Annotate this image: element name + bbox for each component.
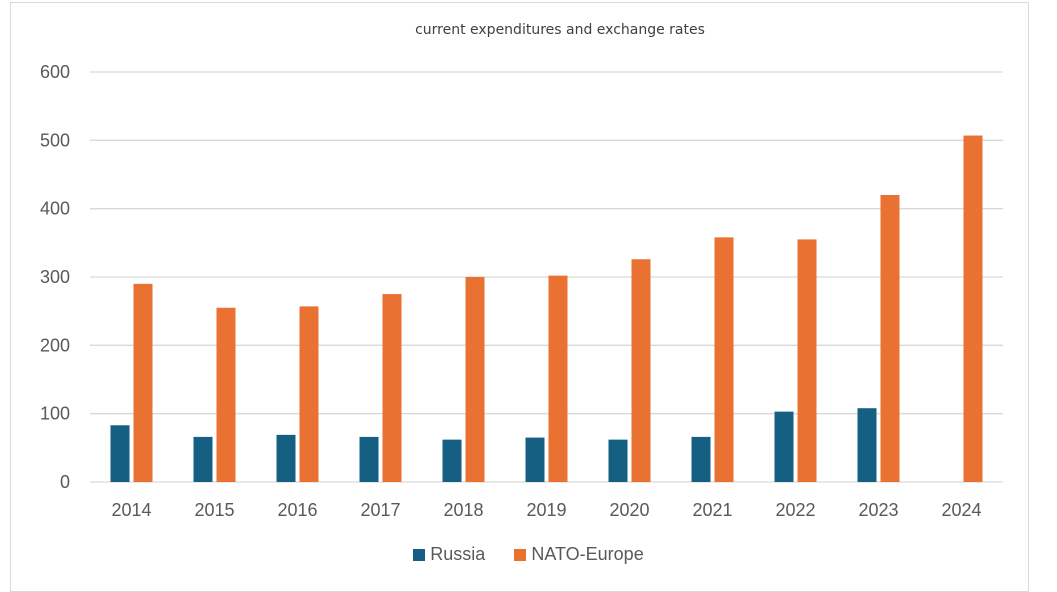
legend-swatch-nato-europe xyxy=(514,548,527,561)
bar-nato-europe-2021 xyxy=(714,237,734,482)
bar-russia-2018 xyxy=(442,439,462,482)
bar-russia-2015 xyxy=(193,436,213,482)
y-tick-label: 500 xyxy=(40,130,70,150)
x-tick-label: 2020 xyxy=(609,500,649,520)
x-tick-label: 2024 xyxy=(941,500,981,520)
x-tick-label: 2023 xyxy=(858,500,898,520)
x-tick-label: 2015 xyxy=(194,500,234,520)
bar-nato-europe-2022 xyxy=(797,239,817,482)
x-tick-label: 2016 xyxy=(277,500,317,520)
bar-nato-europe-2015 xyxy=(216,307,236,482)
bar-nato-europe-2019 xyxy=(548,275,568,482)
legend-label-russia: Russia xyxy=(430,544,486,564)
legend-item-nato-europe: NATO-Europe xyxy=(514,544,644,565)
x-tick-label: 2018 xyxy=(443,500,483,520)
legend-label-nato-europe: NATO-Europe xyxy=(531,544,644,564)
bar-russia-2023 xyxy=(857,408,877,482)
bar-russia-2021 xyxy=(691,436,711,482)
x-tick-label: 2019 xyxy=(526,500,566,520)
y-tick-label: 100 xyxy=(40,404,70,424)
legend: Russia NATO-Europe xyxy=(0,544,1057,566)
bar-nato-europe-2014 xyxy=(133,283,153,482)
legend-swatch-russia xyxy=(413,548,426,561)
x-tick-label: 2014 xyxy=(111,500,151,520)
chart-title: current expenditures and exchange rates xyxy=(415,22,705,38)
y-tick-label: 200 xyxy=(40,335,70,355)
bar-nato-europe-2016 xyxy=(299,306,319,482)
x-tick-label: 2021 xyxy=(692,500,732,520)
y-tick-label: 600 xyxy=(40,62,70,82)
y-tick-label: 400 xyxy=(40,199,70,219)
x-tick-label: 2022 xyxy=(775,500,815,520)
y-tick-label: 300 xyxy=(40,267,70,287)
bar-russia-2017 xyxy=(359,436,379,482)
bar-chart: 0 100 200 300 400 500 600 2014 2015 2016 2017 2018 2… xyxy=(40,62,1003,520)
bar-nato-europe-2024 xyxy=(963,135,983,483)
x-tick-label: 2017 xyxy=(360,500,400,520)
bar-nato-europe-2018 xyxy=(465,277,485,482)
bar-nato-europe-2020 xyxy=(631,259,651,482)
legend-item-russia: Russia xyxy=(413,544,485,565)
bar-russia-2022 xyxy=(774,411,794,482)
bar-nato-europe-2017 xyxy=(382,294,402,482)
bar-russia-2020 xyxy=(608,439,628,482)
bar-russia-2014 xyxy=(110,425,130,482)
bar-russia-2019 xyxy=(525,437,545,482)
bar-nato-europe-2023 xyxy=(880,195,900,482)
bar-russia-2016 xyxy=(276,434,296,482)
y-tick-label: 0 xyxy=(60,472,70,492)
